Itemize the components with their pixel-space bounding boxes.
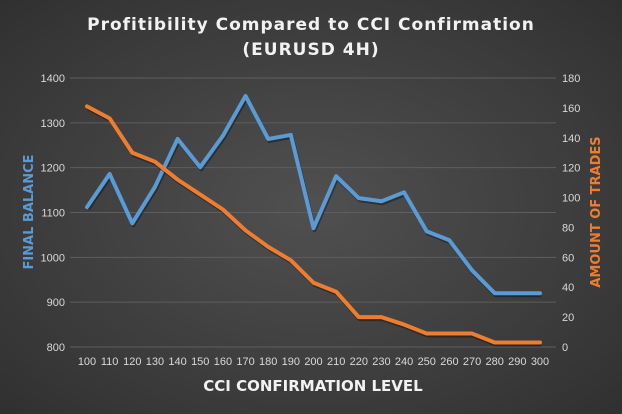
y-axis-label: FINAL BALANCE (22, 154, 37, 269)
x-tick-label: 160 (214, 356, 232, 368)
y2-axis-label: AMOUNT OF TRADES (589, 136, 604, 287)
x-tick-label: 110 (101, 356, 119, 368)
x-tick-label: 250 (418, 356, 436, 368)
chart-title-line2: (EURUSD 4H) (242, 40, 379, 60)
x-tick-label: 280 (486, 356, 504, 368)
x-axis-label: CCI CONFIRMATION LEVEL (203, 377, 423, 395)
x-tick-label: 150 (191, 356, 209, 368)
y2-axis-ticks: 0 20 40 60 80 100 120 140 160 180 (562, 73, 580, 354)
x-axis-ticks: 100 110 120 130 140 150 160 170 180 190 200 210 220 2… (78, 356, 549, 368)
y-tick-label: 1200 (41, 163, 65, 175)
x-tick-label: 240 (395, 356, 413, 368)
x-tick-label: 260 (440, 356, 458, 368)
y2-tick-label: 140 (562, 133, 580, 145)
x-tick-label: 210 (327, 356, 345, 368)
x-tick-label: 120 (123, 356, 141, 368)
x-tick-label: 270 (463, 356, 481, 368)
x-tick-label: 140 (168, 356, 186, 368)
x-tick-label: 230 (372, 356, 390, 368)
y2-tick-label: 60 (562, 252, 574, 264)
gridlines (70, 77, 556, 348)
y2-tick-label: 0 (562, 342, 568, 354)
balance-line (85, 93, 542, 296)
y2-tick-label: 40 (562, 282, 574, 294)
y-tick-label: 1400 (41, 73, 65, 85)
x-tick-label: 130 (146, 356, 164, 368)
series-lines (85, 93, 542, 347)
y-tick-label: 800 (47, 342, 65, 354)
y-tick-label: 1100 (41, 208, 65, 220)
x-tick-label: 190 (282, 356, 300, 368)
series-shadow-1 (86, 95, 541, 298)
y2-tick-label: 180 (562, 73, 580, 85)
y2-tick-label: 160 (562, 103, 580, 115)
x-tick-label: 300 (531, 356, 549, 368)
x-tick-label: 100 (78, 356, 96, 368)
x-tick-label: 220 (350, 356, 368, 368)
y-tick-label: 1000 (41, 252, 65, 264)
y2-tick-label: 120 (562, 163, 580, 175)
y2-tick-label: 20 (562, 312, 574, 324)
y2-tick-label: 80 (562, 222, 574, 234)
y2-tick-label: 100 (562, 193, 580, 205)
y-axis-ticks: 800 900 1000 1100 1200 1300 1400 (41, 73, 65, 354)
x-tick-label: 180 (259, 356, 277, 368)
x-tick-label: 290 (508, 356, 526, 368)
y-tick-label: 1300 (41, 118, 65, 130)
y-tick-label: 900 (47, 297, 65, 309)
chart-title-line1: Profitibility Compared to CCI Confirmati… (87, 15, 535, 35)
x-tick-label: 200 (304, 356, 322, 368)
x-tick-label: 170 (236, 356, 254, 368)
